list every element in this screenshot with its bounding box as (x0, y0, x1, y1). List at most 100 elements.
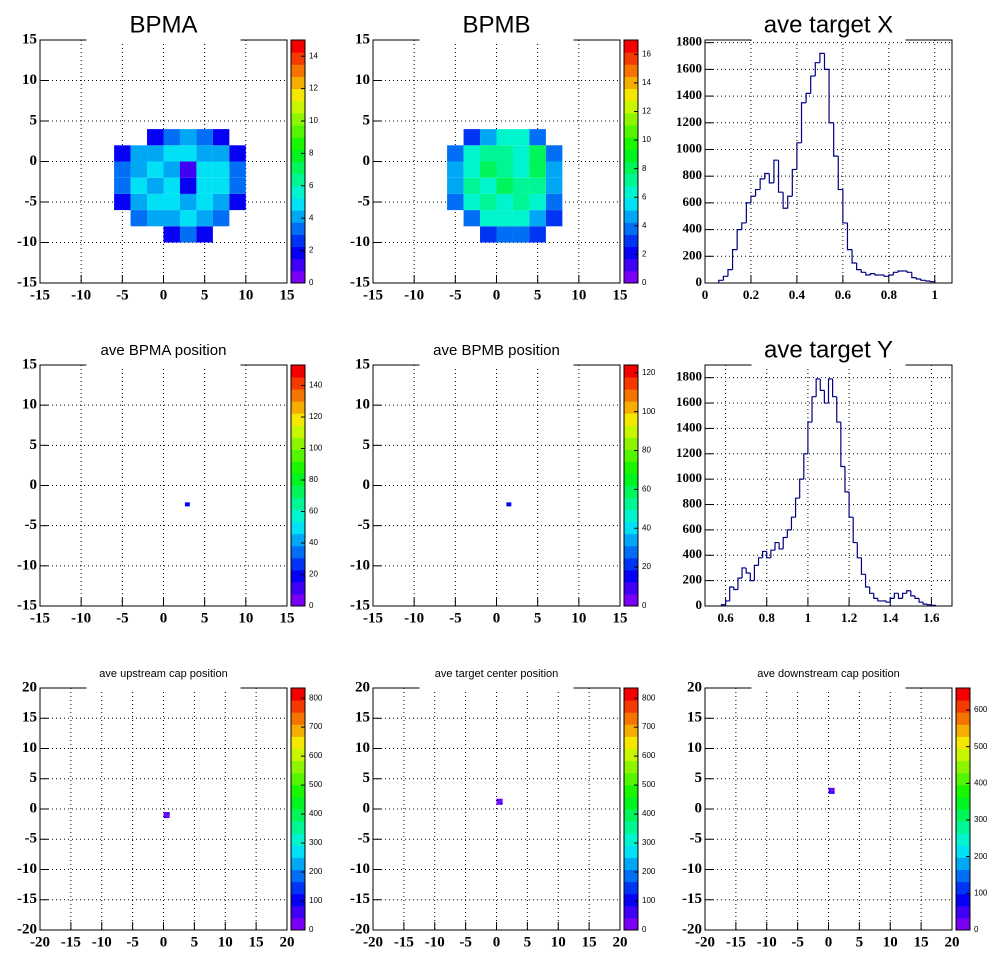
color-bar-step (291, 857, 305, 870)
x-tick-label: -10 (71, 610, 91, 626)
color-bar-step (624, 772, 638, 786)
color-bar-step (291, 137, 305, 150)
color-bar-step (624, 125, 638, 138)
y-tick-label: 1000 (676, 470, 702, 485)
x-tick-label: 1.2 (841, 610, 857, 625)
color-bar-step (624, 258, 638, 272)
y-tick-label: -15 (350, 274, 370, 290)
color-bar-step (291, 425, 305, 438)
bin (229, 145, 246, 162)
color-bar-step (291, 845, 305, 858)
bin (147, 210, 164, 227)
color-bar-step (956, 869, 970, 883)
color-bar-frame (955, 687, 971, 931)
histogram-bin (883, 274, 889, 277)
bin (184, 502, 190, 507)
color-bar-step (291, 377, 305, 390)
x-tick-label: 15 (249, 934, 264, 950)
color-bar-step (624, 509, 638, 523)
bin (130, 177, 148, 194)
x-tick-label: 5 (524, 934, 532, 950)
color-bar-step (624, 210, 638, 223)
y-tick-label: 400 (683, 546, 703, 561)
histogram-bin (778, 542, 784, 550)
color-bar-step (624, 76, 638, 90)
histogram-bin (764, 172, 770, 179)
histogram-bin (791, 168, 797, 197)
bin (496, 177, 513, 194)
histogram-bin (722, 275, 728, 281)
y-tick-label: 1200 (676, 114, 702, 129)
y-tick-label: 10 (355, 397, 370, 413)
histogram-bin (733, 586, 738, 591)
histogram-bin (926, 604, 932, 606)
bin (480, 177, 497, 194)
histogram-bin (892, 271, 899, 275)
color-bar-label: 20 (309, 570, 318, 579)
x-tick-label: 15 (582, 934, 597, 950)
bin (196, 161, 213, 178)
color-bar-frame (290, 687, 306, 931)
x-tick-label: 10 (571, 610, 586, 626)
title-box (419, 668, 574, 689)
color-bar-label: 0 (642, 601, 647, 610)
bin (496, 129, 513, 146)
histogram-bin (757, 557, 763, 566)
histogram-bin (805, 92, 811, 103)
y-tick-label: 400 (683, 221, 703, 236)
color-bar-step (291, 473, 305, 486)
color-bar-step (291, 197, 305, 211)
bin (480, 145, 497, 162)
y-tick-label: 1400 (676, 419, 702, 434)
bin (163, 177, 180, 194)
histogram-bin (773, 159, 779, 183)
bin (496, 801, 500, 805)
histogram-bin (851, 249, 857, 264)
color-bar-label: 12 (642, 107, 651, 116)
color-bar-label: 4 (309, 213, 314, 222)
bin (512, 193, 530, 211)
color-bar-label: 500 (309, 780, 323, 789)
chart-title: BPMB (462, 11, 530, 38)
color-bar-step (291, 246, 305, 260)
color-bar-step (956, 772, 970, 786)
color-bar-step (624, 700, 638, 713)
color-bar-step (624, 365, 638, 378)
bin (496, 798, 500, 802)
y-tick-label: -10 (17, 557, 37, 573)
color-bar-step (291, 821, 305, 834)
color-bar-step (624, 593, 638, 607)
bin (212, 129, 230, 146)
chart-title: ave target Y (764, 336, 893, 363)
color-bar-step (956, 784, 970, 798)
color-bar-label: 4 (642, 221, 647, 230)
y-tick-label: 15 (355, 356, 370, 372)
histogram-bin (768, 173, 774, 184)
color-bar-step (291, 100, 305, 114)
color-bar-step (291, 40, 305, 53)
color-bar-frame (623, 39, 639, 284)
color-bar-label: 400 (642, 809, 656, 818)
histogram-bin (856, 262, 862, 271)
x-tick-label: 1 (932, 287, 939, 302)
color-bar-label: 0 (309, 601, 314, 610)
y-tick-label: -5 (25, 193, 38, 209)
histogram-bin (753, 564, 759, 581)
histogram-bin (848, 491, 854, 518)
x-tick-label: -15 (30, 610, 50, 626)
x-tick-label: -20 (30, 934, 50, 950)
bin (147, 177, 164, 194)
histogram-bin (874, 273, 880, 276)
bin (212, 145, 230, 162)
x-tick-label: 15 (280, 610, 295, 626)
bin (179, 177, 197, 194)
histogram-bin (842, 189, 848, 224)
color-bar-step (291, 437, 305, 450)
y-tick-label: -10 (350, 861, 370, 877)
x-tick-label: 0 (493, 610, 501, 626)
x-tick-label: 20 (613, 934, 628, 950)
color-bar-step (624, 712, 638, 725)
color-bar-step (291, 760, 305, 774)
bin (114, 193, 131, 211)
color-bar-step (624, 64, 638, 77)
